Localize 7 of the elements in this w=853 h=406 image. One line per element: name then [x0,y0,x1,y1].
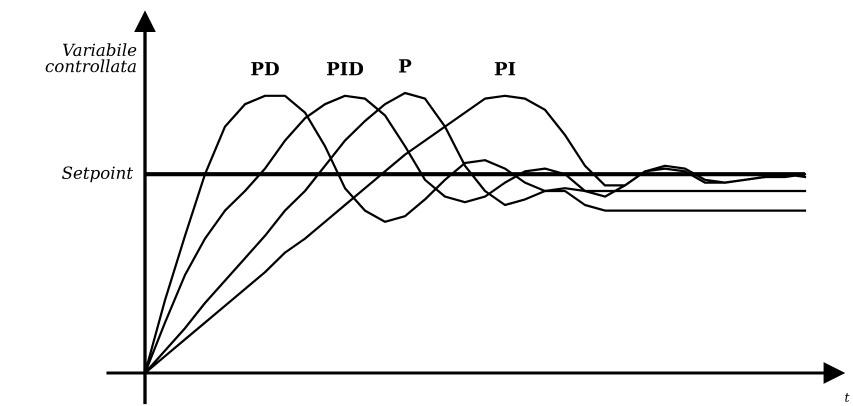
series-label: PID [327,62,364,76]
ref-line-label: Setpoint [62,166,134,182]
series-label: PD [251,62,279,76]
series-label: P [399,59,412,72]
y-axis-title: Variabile controllata [46,43,136,72]
x-axis-title: t [845,393,850,402]
series-label: PI [494,62,516,76]
